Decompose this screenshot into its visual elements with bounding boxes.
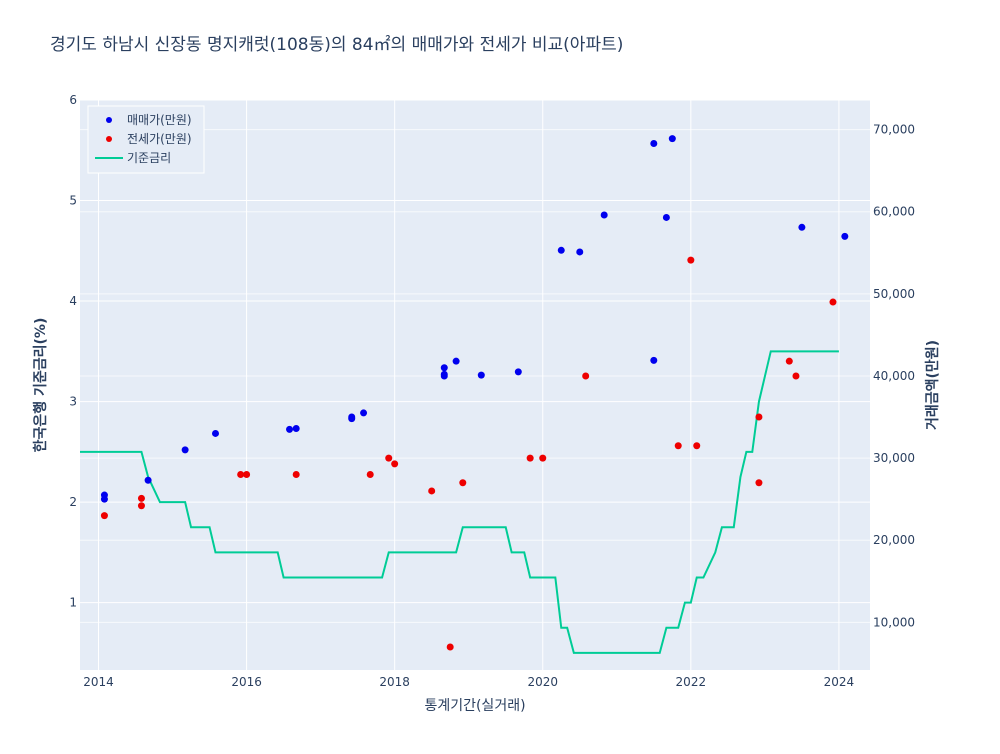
jeonse-price-point xyxy=(243,471,251,479)
jeonse-price-point xyxy=(674,442,682,450)
sale-price-point xyxy=(360,409,368,417)
sale-price-point xyxy=(440,364,448,372)
y-left-tick-label: 1 xyxy=(69,596,77,610)
jeonse-price-point xyxy=(292,471,300,479)
jeonse-price-point xyxy=(582,372,590,380)
rate-line-layer xyxy=(80,350,839,654)
jeonse-price-point xyxy=(237,471,245,479)
jeonse-price-point xyxy=(539,454,547,462)
jeonse-price-point xyxy=(137,494,145,502)
y-right-tick-label: 40,000 xyxy=(873,369,915,383)
jeonse-price-point xyxy=(366,471,374,479)
jeonse-price-point xyxy=(693,442,701,450)
sale-price-point xyxy=(144,476,152,484)
jeonse-price-point xyxy=(391,460,399,468)
y-left-tick-label: 3 xyxy=(69,395,77,409)
y-left-tick-label: 5 xyxy=(69,194,77,208)
sale-price-point xyxy=(440,370,448,378)
jeonse-price-point xyxy=(755,413,763,421)
jeonse-price-point xyxy=(755,479,763,487)
sale-price-point xyxy=(557,246,565,254)
y-right-tick-label: 20,000 xyxy=(873,533,915,547)
base-rate-line xyxy=(80,350,839,654)
y-right-tick-label: 30,000 xyxy=(873,451,915,465)
jeonse-price-point xyxy=(446,643,454,651)
sale-price-point xyxy=(286,425,294,433)
sale-price-point xyxy=(181,446,189,454)
sale-price-point xyxy=(211,429,219,437)
y-left-tick-label: 2 xyxy=(69,495,77,509)
legend[interactable]: 매매가(만원) 전세가(만원) 기준금리 xyxy=(87,105,205,174)
sale-price-point xyxy=(576,248,584,256)
y-right-tick-label: 70,000 xyxy=(873,123,915,137)
y-left-tick-label: 6 xyxy=(69,93,77,107)
sale-price-point xyxy=(668,135,676,143)
sale-price-point xyxy=(650,140,658,148)
jeonse-price-point xyxy=(526,454,534,462)
legend-marker-sale xyxy=(106,117,112,123)
legend-label-sale[interactable]: 매매가(만원) xyxy=(127,113,192,127)
jeonse-price-point xyxy=(385,454,393,462)
sale-price-point xyxy=(650,356,658,364)
y-left-tick-label: 4 xyxy=(69,294,77,308)
jeonse-price-point xyxy=(792,372,800,380)
y-axis-label-left: 한국은행 기준금리(%) xyxy=(33,318,49,453)
legend-marker-jeonse xyxy=(106,136,112,142)
y-right-tick-label: 50,000 xyxy=(873,287,915,301)
x-tick-label: 2022 xyxy=(676,675,707,689)
jeonse-price-point xyxy=(137,502,145,510)
x-tick-label: 2018 xyxy=(379,675,410,689)
sale-price-point xyxy=(348,413,356,421)
legend-label-jeonse[interactable]: 전세가(만원) xyxy=(127,132,192,146)
sale-price-point xyxy=(452,357,460,365)
legend-label-rate[interactable]: 기준금리 xyxy=(127,151,171,165)
sale-price-point xyxy=(600,211,608,219)
y-axis-label-right: 거래금액(만원) xyxy=(924,340,941,430)
tick-labels: 2014 2016 2018 2020 2022 2024 1 2 3 4 5 6 10,000 20,0… xyxy=(69,93,915,689)
x-tick-label: 2020 xyxy=(527,675,558,689)
sale-price-point xyxy=(841,232,849,240)
marker-layer xyxy=(100,135,849,651)
x-axis-label: 통계기간(실거래) xyxy=(424,698,525,714)
x-tick-label: 2024 xyxy=(824,675,855,689)
x-tick-label: 2016 xyxy=(231,675,262,689)
y-right-tick-label: 10,000 xyxy=(873,615,915,629)
jeonse-price-point xyxy=(459,479,467,487)
sale-price-point xyxy=(292,425,300,433)
plot-area xyxy=(80,100,870,670)
sale-price-point xyxy=(662,213,670,221)
y-right-tick-label: 60,000 xyxy=(873,205,915,219)
x-tick-label: 2014 xyxy=(83,675,114,689)
chart-title: 경기도 하남시 신장동 명지캐럿(108동)의 84㎡의 매매가와 전세가 비교… xyxy=(50,35,623,55)
sale-price-point xyxy=(514,368,522,376)
jeonse-price-point xyxy=(829,298,837,306)
jeonse-price-point xyxy=(785,357,793,365)
jeonse-price-point xyxy=(687,256,695,264)
sale-price-point xyxy=(100,491,108,499)
jeonse-price-point xyxy=(428,487,436,495)
jeonse-price-point xyxy=(100,512,108,520)
grid-lines xyxy=(80,99,870,670)
sale-price-point xyxy=(798,223,806,231)
sale-price-point xyxy=(477,371,485,379)
